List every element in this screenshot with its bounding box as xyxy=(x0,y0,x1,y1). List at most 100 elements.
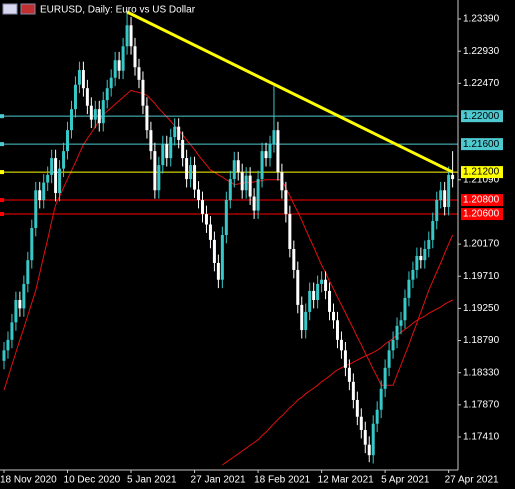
candle-body xyxy=(308,290,312,312)
candle-body xyxy=(431,221,435,240)
flag-icon xyxy=(20,3,36,15)
chart-title: EURUSD, Daily: Euro vs US Dollar xyxy=(40,5,196,16)
y-tick-label: 1.21090 xyxy=(463,174,500,185)
candle-body xyxy=(383,367,387,389)
candle-body xyxy=(300,304,304,331)
candle-body xyxy=(343,350,347,368)
candle-body xyxy=(66,130,70,152)
candle-body xyxy=(304,311,308,331)
candle-body xyxy=(439,190,443,201)
candle-body xyxy=(240,172,244,191)
candle-body xyxy=(379,388,383,410)
candle-body xyxy=(248,175,252,197)
plot-area xyxy=(0,10,458,466)
y-tick-label: 1.20170 xyxy=(463,239,500,250)
candle-body xyxy=(228,179,232,201)
candle-body xyxy=(89,105,93,120)
candle-body xyxy=(447,174,451,208)
level-marker xyxy=(0,142,4,147)
candle-body xyxy=(204,214,208,225)
candle-body xyxy=(22,283,26,309)
candle-body xyxy=(189,165,193,180)
x-tick-label: 12 Mar 2021 xyxy=(318,475,375,486)
candle-body xyxy=(30,228,34,261)
candle-body xyxy=(113,60,117,78)
candle-body xyxy=(244,175,248,191)
candle-body xyxy=(101,100,105,124)
candle-body xyxy=(6,339,10,351)
candle-body xyxy=(73,84,77,110)
level-label: 1.20800 xyxy=(463,195,500,206)
candle-body xyxy=(280,172,284,191)
level-label-box xyxy=(461,208,503,221)
candle-body xyxy=(133,46,137,68)
candle-body xyxy=(363,430,367,445)
candle-body xyxy=(26,260,30,284)
candle-body xyxy=(93,109,97,120)
candle-body xyxy=(50,158,54,175)
candle-body xyxy=(185,158,189,180)
candle-body xyxy=(141,79,145,106)
y-tick-label: 1.22470 xyxy=(463,78,500,89)
trend-line xyxy=(126,10,454,174)
candle-body xyxy=(391,339,395,351)
candle-body xyxy=(34,190,38,229)
candle-body xyxy=(359,416,363,431)
candle-body xyxy=(371,423,375,456)
candle-body xyxy=(14,300,18,323)
candle-body xyxy=(81,70,85,89)
candle-body xyxy=(224,200,228,235)
candle-body xyxy=(2,350,6,361)
level-label: 1.21600 xyxy=(463,139,500,150)
candle-body xyxy=(324,279,328,291)
candle-body xyxy=(129,25,133,47)
candle-body xyxy=(137,67,141,80)
candle-body xyxy=(18,300,22,309)
x-tick-label: 18 Feb 2021 xyxy=(254,475,311,486)
candle-body xyxy=(197,189,201,201)
candle-body xyxy=(220,235,224,280)
x-tick-label: 5 Jan 2021 xyxy=(127,475,177,486)
candle-body xyxy=(256,179,260,211)
candle-body xyxy=(339,339,343,351)
level-label-box xyxy=(461,194,503,207)
moving-average-line xyxy=(3,89,454,391)
candle-body xyxy=(423,248,427,261)
candle-body xyxy=(335,320,339,340)
candle-body xyxy=(153,151,157,191)
candle-body xyxy=(403,297,407,321)
x-tick-label: 18 Nov 2020 xyxy=(0,475,57,486)
candle-body xyxy=(367,444,371,456)
candle-body xyxy=(415,255,419,270)
y-tick-label: 1.17870 xyxy=(463,399,500,410)
candle-body xyxy=(157,165,161,191)
candle-body xyxy=(193,165,197,190)
candle-body xyxy=(427,239,431,249)
candle-body xyxy=(292,248,296,270)
y-tick-label: 1.19710 xyxy=(463,271,500,282)
x-tick-label: 27 Jan 2021 xyxy=(191,475,246,486)
candle-body xyxy=(312,290,316,301)
x-tick-label: 5 Apr 2021 xyxy=(381,475,430,486)
candle-body xyxy=(264,151,268,159)
candle-body xyxy=(77,70,81,85)
candle-body xyxy=(201,200,204,215)
candle-body xyxy=(208,224,212,240)
level-label: 1.21200 xyxy=(463,167,500,178)
candle-body xyxy=(46,174,50,183)
candle-body xyxy=(268,144,272,159)
candle-body xyxy=(411,269,415,280)
candle-body xyxy=(351,381,355,400)
candle-body xyxy=(117,60,121,71)
y-tick-label: 1.22930 xyxy=(463,46,500,57)
candle-body xyxy=(355,399,359,417)
candle-body xyxy=(85,88,89,106)
candle-body xyxy=(169,137,173,159)
candle-body xyxy=(443,190,447,208)
candle-body xyxy=(105,88,109,101)
candle-body xyxy=(288,214,292,249)
candle-body xyxy=(121,46,125,71)
candle-body xyxy=(212,239,216,263)
candle-body xyxy=(181,139,185,159)
